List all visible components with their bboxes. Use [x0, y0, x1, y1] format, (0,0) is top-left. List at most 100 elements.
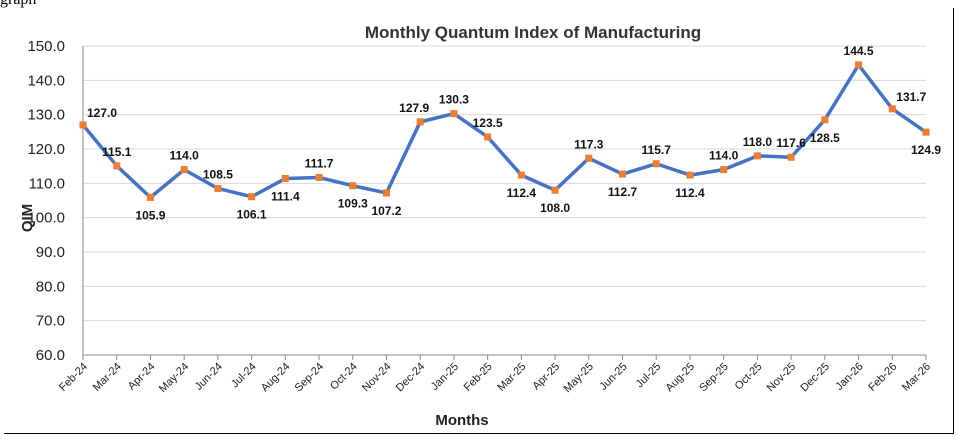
x-tick-label: Mar-26 [900, 361, 933, 394]
data-label: 107.2 [371, 204, 401, 218]
x-tick-label: Sep-25 [697, 361, 731, 395]
data-label: 117.3 [574, 137, 604, 151]
data-label: 131.7 [896, 90, 926, 104]
x-tick-label: Mar-24 [91, 361, 124, 394]
x-tick-label: Feb-25 [462, 361, 495, 394]
data-label: 124.9 [911, 143, 941, 157]
data-label: 144.5 [844, 44, 874, 58]
data-label: 114.0 [169, 149, 199, 163]
data-point-marker [450, 110, 458, 118]
data-point-marker [281, 175, 289, 183]
data-label: 115.1 [102, 145, 132, 159]
data-point-marker [888, 105, 896, 113]
data-point-marker [517, 171, 525, 179]
y-axis-title: QIM [19, 204, 36, 232]
data-point-marker [248, 193, 256, 201]
data-label: 111.4 [271, 190, 300, 204]
data-label: 123.5 [473, 116, 503, 130]
x-tick-label: Oct-25 [733, 361, 765, 393]
y-tick-label: 80.0 [36, 278, 65, 295]
x-tick-labels: Feb-24 Mar-24 Apr-24 May-24 Jun-24 Jul-24 Aug-… [57, 361, 933, 395]
x-tick-label: Nov-25 [765, 361, 799, 395]
data-point-marker [787, 153, 795, 161]
data-label: 106.1 [237, 208, 267, 222]
x-tick-label: Aug-24 [259, 361, 293, 395]
y-tick-label: 100.0 [27, 210, 65, 227]
data-point-marker [180, 166, 188, 174]
data-label: 108.5 [203, 167, 233, 181]
data-point-marker [382, 189, 390, 197]
x-tick-label: Feb-26 [866, 361, 899, 394]
data-label: 112.7 [608, 185, 638, 199]
data-point-marker [349, 182, 357, 190]
data-label: 115.7 [642, 143, 672, 157]
x-axis-title: Months [435, 412, 488, 429]
y-tick-label: 70.0 [36, 313, 65, 330]
data-point-marker [821, 116, 829, 124]
x-tick-label: Apr-25 [530, 361, 562, 393]
data-point-marker [146, 193, 154, 201]
x-tick-label: Aug-25 [664, 361, 698, 395]
data-point-marker [113, 162, 121, 170]
y-tick-label: 90.0 [36, 244, 65, 261]
data-label: 105.9 [135, 208, 165, 222]
data-point-marker [79, 121, 87, 129]
data-label: 118.0 [743, 135, 773, 149]
x-tick-label: Jun-25 [597, 361, 629, 393]
x-tick-label: May-24 [157, 361, 191, 395]
x-tick-label: Dec-25 [798, 361, 832, 395]
x-tick-label: Jan-25 [429, 361, 461, 393]
y-tick-label: 120.0 [27, 141, 65, 158]
data-point-marker [416, 118, 424, 126]
x-tick-label: Oct-24 [328, 361, 360, 393]
data-point-marker [585, 154, 593, 162]
data-point-marker [686, 171, 694, 179]
data-label: 127.0 [87, 106, 117, 120]
chart-border [4, 8, 954, 434]
series-line [81, 63, 928, 200]
y-tick-label: 110.0 [29, 175, 65, 192]
y-tick-label: 150.0 [27, 38, 65, 55]
x-tick-label: Jul-24 [229, 361, 259, 391]
axes [82, 46, 927, 360]
data-point-marker [855, 61, 863, 69]
x-tick-label: Jun-24 [193, 361, 225, 393]
data-label: 127.9 [399, 101, 429, 115]
data-point-marker [652, 160, 660, 168]
x-tick-label: Sep-24 [293, 361, 327, 395]
x-tick-label: Apr-24 [126, 361, 158, 393]
y-tick-label: 130.0 [27, 107, 65, 124]
data-label: 112.4 [675, 186, 705, 200]
data-point-marker [922, 128, 930, 136]
data-label: 108.0 [540, 201, 570, 215]
y-tick-label: 60.0 [36, 347, 65, 364]
qim-series-line [81, 63, 928, 200]
x-tick-label: May-25 [561, 361, 595, 395]
x-tick-label: Dec-24 [394, 361, 428, 395]
y-tick-labels: 60.0 70.0 80.0 90.0 100.0 110.0 120.0 130.0 140.… [27, 38, 65, 364]
data-point-marker [753, 152, 761, 160]
data-markers [79, 61, 930, 201]
x-tick-label: Jan-26 [833, 361, 865, 393]
page-text-fragment: graph [0, 0, 36, 9]
x-tick-label: Nov-24 [360, 361, 394, 395]
y-tick-label: 140.0 [27, 72, 65, 89]
data-label: 114.0 [709, 149, 739, 163]
data-point-marker [720, 166, 728, 174]
data-point-marker [619, 170, 627, 178]
gridlines [83, 45, 926, 322]
data-label: 111.7 [305, 156, 334, 170]
data-point-marker [315, 173, 323, 181]
x-tick-label: Feb-24 [57, 361, 90, 394]
data-label: 128.5 [810, 131, 840, 145]
data-label: 112.4 [507, 186, 537, 200]
data-label: 109.3 [338, 197, 368, 211]
x-tick-label: Mar-25 [495, 361, 528, 394]
x-tick-label: Jul-25 [634, 361, 664, 391]
data-point-marker [551, 186, 559, 194]
data-point-marker [484, 133, 492, 141]
data-labels: 127.0 115.1 105.9 114.0 108.5 106.1 111.4 111.7… [87, 44, 941, 223]
chart-title: Monthly Quantum Index of Manufacturing [365, 23, 701, 42]
